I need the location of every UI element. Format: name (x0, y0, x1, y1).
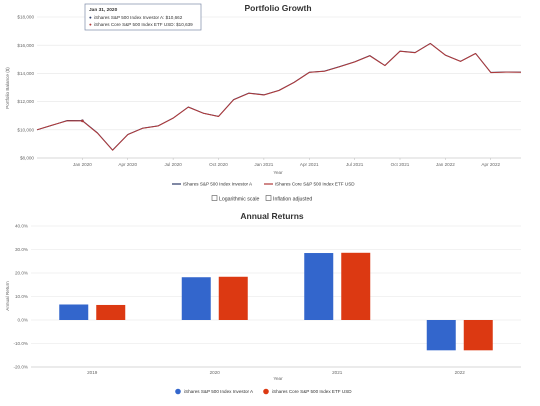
tooltip-row-a: iShares S&P 500 Index Investor A: $10,66… (94, 15, 183, 20)
top-legend-label-b: iShares Core S&P 500 Index ETF USD (275, 182, 355, 187)
tooltip-bullet-b: ● (89, 22, 92, 27)
bottom-x-tick-label: 2021 (332, 370, 343, 375)
bottom-x-tick-label: 2022 (455, 370, 466, 375)
series-line-b[interactable] (36, 43, 522, 151)
bar-2019-b[interactable] (96, 304, 126, 320)
bottom-x-tick-label: 2019 (87, 370, 98, 375)
top-y-tick-label: $14,000 (17, 71, 34, 76)
hover-tooltip: Jan 31, 2020 ● iShares S&P 500 Index Inv… (84, 3, 202, 31)
bottom-x-tick-label: 2020 (210, 370, 221, 375)
bottom-y-tick-label: 0.0% (18, 318, 28, 323)
bottom-y-tick-label: 10.0% (15, 294, 28, 299)
top-series-lines (36, 42, 522, 151)
top-x-tick-label: Apr 2021 (300, 162, 319, 167)
top-x-tick-label: Apr 2020 (118, 162, 137, 167)
top-x-tick-label: Jan 2022 (436, 162, 455, 167)
annual-returns-chart: Annual Returns -20.0% -10.0% 0.0% 10.0% 20.0… (5, 211, 521, 395)
top-legend-label-a: iShares S&P 500 Index Investor A (183, 182, 253, 187)
bar-2020-a[interactable] (181, 277, 211, 320)
bottom-legend-item-b[interactable]: iShares Core S&P 500 Index ETF USD (263, 388, 352, 395)
top-grid (37, 16, 521, 159)
bottom-legend-item-a[interactable]: iShares S&P 500 Index Investor A (175, 388, 254, 395)
top-legend-item-a[interactable]: iShares S&P 500 Index Investor A (172, 182, 253, 187)
bottom-y-tick-label: 40.0% (15, 224, 28, 229)
bottom-legend-label-b: iShares Core S&P 500 Index ETF USD (272, 389, 352, 394)
series-line-a[interactable] (36, 42, 522, 151)
annual-returns-title: Annual Returns (240, 211, 304, 221)
bottom-legend-label-a: iShares S&P 500 Index Investor A (184, 389, 254, 394)
portfolio-growth-chart: Portfolio Growth $8,000 $10,000 $12,000 $14… (5, 3, 522, 187)
bottom-y-tick-label: 30.0% (15, 247, 28, 252)
top-y-tick-label: $10,000 (17, 127, 34, 132)
portfolio-growth-title: Portfolio Growth (244, 3, 311, 13)
bottom-bars (59, 252, 493, 351)
bottom-y-axis-label: Annual Return (5, 281, 10, 311)
top-y-axis-label: Portfolio Balance ($) (5, 67, 10, 109)
top-y-tick-label: $16,000 (17, 43, 34, 48)
top-x-tick-label: Jul 2021 (346, 162, 364, 167)
bar-2020-b[interactable] (218, 276, 248, 320)
inflation-checkbox[interactable] (265, 195, 272, 201)
bottom-y-tick-label: -20.0% (13, 365, 28, 370)
bottom-x-axis-label: Year (273, 376, 283, 381)
top-x-tick-label: Apr 2022 (481, 162, 500, 167)
bottom-y-tick-label: -10.0% (13, 341, 28, 346)
tooltip-date: Jan 31, 2020 (89, 7, 118, 13)
top-legend-item-b[interactable]: iShares Core S&P 500 Index ETF USD (264, 182, 355, 187)
log-scale-option[interactable]: Logarithmic scale (211, 195, 259, 203)
top-y-tick-label: $8,000 (20, 156, 34, 161)
bottom-legend-swatch-a (175, 388, 181, 395)
bar-2022-a[interactable] (426, 320, 456, 351)
top-x-axis-label: Year (273, 170, 283, 175)
top-y-tick-label: $18,000 (17, 15, 34, 20)
bar-2019-a[interactable] (59, 304, 89, 320)
top-x-tick-label: Jan 2021 (254, 162, 273, 167)
bar-2021-b[interactable] (341, 252, 371, 320)
top-x-tick-label: Jul 2020 (164, 162, 182, 167)
bar-2022-b[interactable] (463, 320, 493, 351)
bottom-y-tick-label: 20.0% (15, 271, 28, 276)
chart-options: Logarithmic scale Inflation adjusted (211, 195, 312, 203)
top-legend: iShares S&P 500 Index Investor A iShares… (172, 182, 355, 187)
tooltip-bullet-a: ● (89, 15, 92, 20)
bottom-legend-swatch-b (263, 388, 269, 395)
bottom-legend: iShares S&P 500 Index Investor A iShares… (175, 388, 352, 395)
inflation-option[interactable]: Inflation adjusted (265, 195, 312, 203)
top-x-tick-label: Oct 2021 (391, 162, 410, 167)
top-x-tick-label: Oct 2020 (209, 162, 228, 167)
bottom-y-tick-labels: -20.0% -10.0% 0.0% 10.0% 20.0% 30.0% 40.0% (13, 224, 28, 370)
top-x-tick-labels: Jan 2020 Apr 2020 Jul 2020 Oct 2020 Jan 2021… (73, 158, 501, 167)
bottom-x-tick-labels: 2019 2020 2021 2022 (87, 370, 465, 375)
top-y-tick-labels: $8,000 $10,000 $12,000 $14,000 $16,000 $18,00… (17, 15, 34, 161)
top-x-tick-label: Jan 2020 (73, 162, 92, 167)
top-y-tick-label: $12,000 (17, 99, 34, 104)
tooltip-row-b: iShares Core S&P 500 Index ETF USD: $10,… (94, 22, 193, 27)
bar-2021-a[interactable] (304, 253, 334, 320)
log-scale-label: Logarithmic scale (219, 196, 259, 202)
inflation-label: Inflation adjusted (273, 196, 312, 202)
tooltip-box (84, 3, 202, 31)
log-scale-checkbox[interactable] (211, 195, 218, 201)
hover-marker-b (81, 119, 84, 123)
